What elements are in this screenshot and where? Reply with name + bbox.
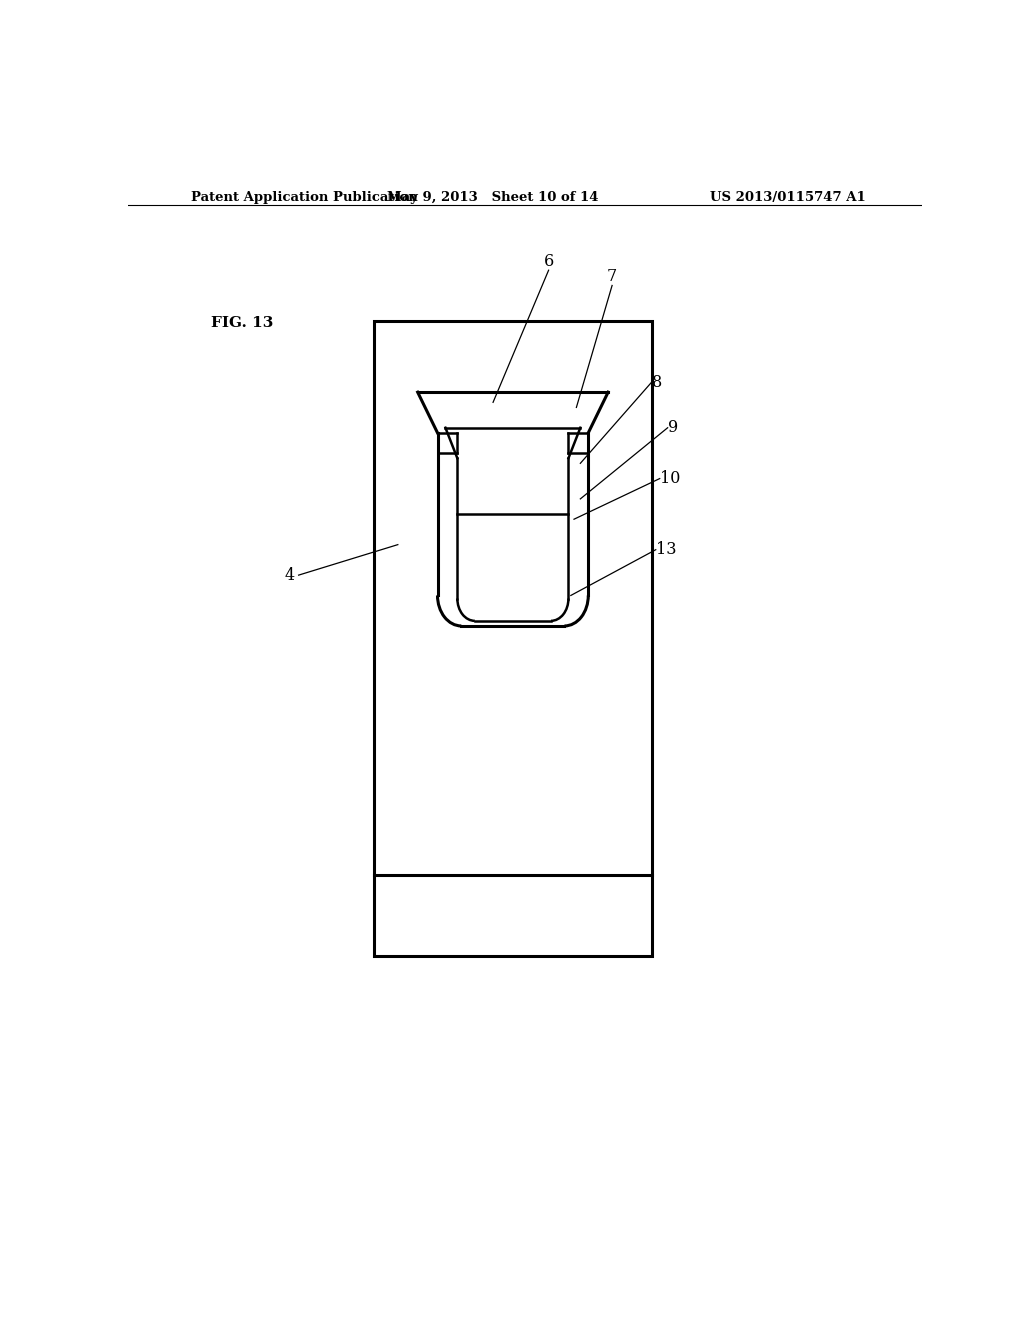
Text: 13: 13: [655, 541, 676, 558]
Text: 9: 9: [668, 420, 678, 436]
Text: US 2013/0115747 A1: US 2013/0115747 A1: [711, 191, 866, 203]
Text: 8: 8: [652, 374, 663, 391]
Text: 6: 6: [544, 253, 554, 271]
Text: 4: 4: [285, 566, 295, 583]
Text: Patent Application Publication: Patent Application Publication: [191, 191, 418, 203]
Bar: [374, 321, 652, 956]
Text: 7: 7: [607, 268, 617, 285]
Text: May 9, 2013   Sheet 10 of 14: May 9, 2013 Sheet 10 of 14: [387, 191, 599, 203]
Text: 10: 10: [659, 470, 680, 487]
Text: FIG. 13: FIG. 13: [211, 315, 273, 330]
